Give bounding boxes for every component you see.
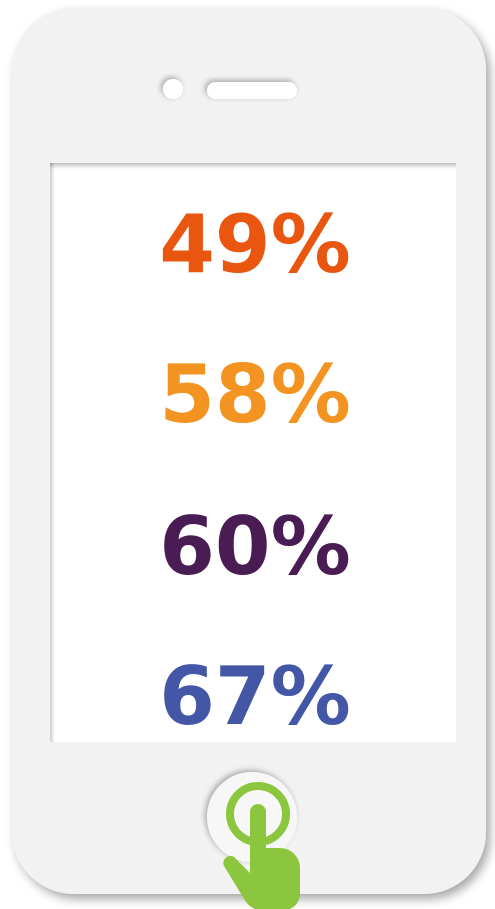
screen-shadow bbox=[50, 163, 456, 169]
phone-graphic: 49% 58% 60% 67% bbox=[0, 0, 495, 909]
camera bbox=[163, 79, 183, 99]
stat-value: 49% bbox=[159, 198, 350, 291]
page: 49%58%60%67% (() => { const data = JSON.… bbox=[0, 0, 495, 909]
screen-shadow bbox=[50, 163, 55, 742]
speaker bbox=[207, 82, 297, 99]
stat-value: 58% bbox=[159, 348, 350, 441]
stat-value: 67% bbox=[159, 650, 350, 743]
stat-value: 60% bbox=[159, 500, 350, 593]
